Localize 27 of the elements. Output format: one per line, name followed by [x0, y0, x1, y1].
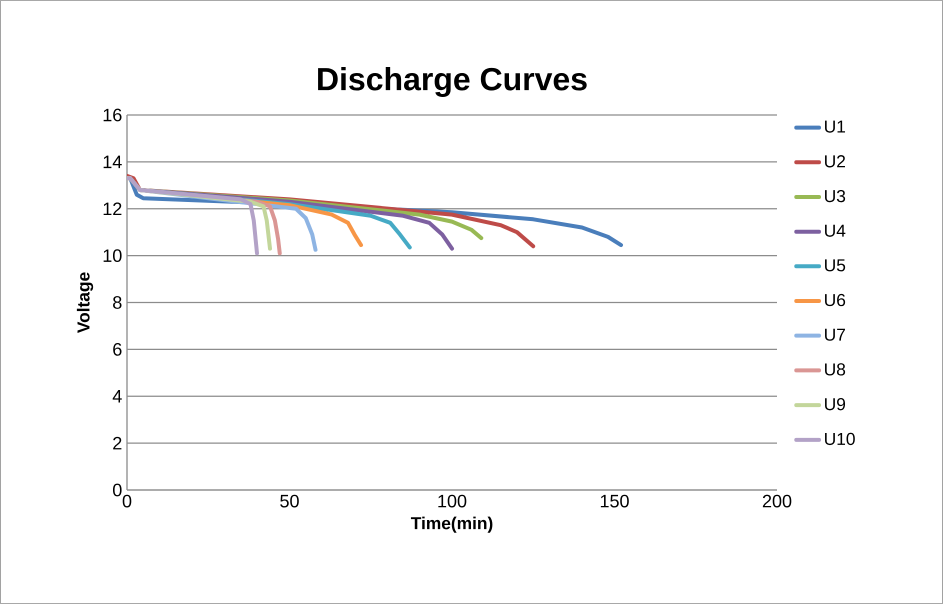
x-tick-label: 100 — [438, 494, 466, 508]
x-tick-label: 50 — [280, 494, 299, 508]
x-tick-label: 150 — [600, 494, 629, 508]
legend-label: U8 — [825, 363, 846, 376]
y-tick-label: 6 — [113, 343, 122, 356]
legend-label: U9 — [825, 398, 846, 410]
y-tick-label: 12 — [104, 202, 122, 216]
x-axis-title: Time(min) — [410, 516, 492, 533]
y-tick-label: 8 — [113, 296, 122, 309]
legend-label: U7 — [825, 328, 845, 341]
y-tick-label: 0 — [112, 484, 122, 496]
legend-label: U3 — [825, 190, 846, 202]
y-tick-label: 4 — [112, 390, 122, 402]
legend-label: U5 — [825, 259, 846, 272]
y-axis-title: Voltage — [76, 272, 94, 334]
x-tick-label: 200 — [762, 494, 792, 508]
y-tick-label: 14 — [104, 156, 122, 168]
y-tick-label: 2 — [113, 436, 122, 450]
legend-label: U4 — [825, 224, 846, 237]
legend-label: U1 — [825, 120, 846, 133]
legend-label: U10 — [825, 432, 855, 446]
y-tick-label: 16 — [104, 108, 122, 122]
x-tick-label: 0 — [122, 494, 132, 508]
y-tick-label: 10 — [104, 249, 122, 262]
chart-title: Discharge Curves — [318, 66, 587, 97]
legend-label: U2 — [825, 155, 845, 168]
legend-label: U6 — [825, 294, 846, 306]
